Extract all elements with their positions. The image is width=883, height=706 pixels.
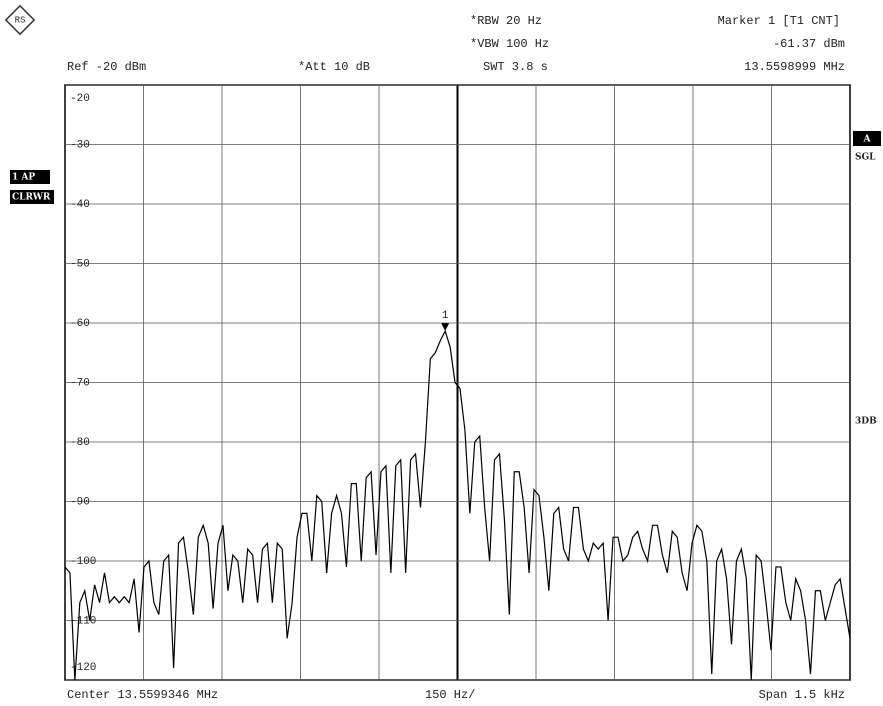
tag-box [10, 190, 54, 204]
trace-tag: 1 AP [12, 173, 35, 183]
y-tick-label: -20 [70, 93, 90, 105]
y-tick-label: -110 [70, 615, 96, 627]
tag-box [10, 170, 50, 184]
side-tag: SGL [855, 153, 876, 163]
y-tick-label: -80 [70, 437, 90, 449]
y-tick-label: -60 [70, 318, 90, 330]
marker-label: 1 [442, 310, 449, 322]
marker [441, 323, 450, 332]
svg-text:RS: RS [15, 15, 26, 25]
y-tick-label: -30 [70, 139, 90, 151]
marker-title: Marker 1 [T1 CNT] [718, 14, 840, 28]
vbw: *VBW 100 Hz [470, 37, 549, 51]
span: Span 1.5 kHz [759, 688, 845, 702]
y-tick-label: -70 [70, 377, 90, 389]
side-tag: 3DB [855, 417, 877, 427]
rbw: *RBW 20 Hz [470, 14, 542, 28]
center-frequency: Center 13.5599346 MHz [67, 688, 218, 702]
attenuation: *Att 10 dB [298, 60, 370, 74]
sweep-time: SWT 3.8 s [483, 60, 548, 74]
tag-box [853, 131, 881, 146]
y-tick-label: -50 [70, 258, 90, 270]
marker-frequency: 13.5598999 MHz [744, 60, 845, 74]
y-tick-label: -90 [70, 496, 90, 508]
marker-level: -61.37 dBm [773, 37, 845, 51]
trace-tag: CLRWR [12, 193, 51, 203]
side-tag: A [863, 135, 872, 145]
y-tick-label: -100 [70, 556, 96, 568]
per-division: 150 Hz/ [425, 688, 475, 702]
y-tick-label: -120 [70, 662, 96, 674]
y-tick-label: -40 [70, 199, 90, 211]
logo: RS [4, 4, 36, 36]
trace [64, 329, 851, 681]
ref-level: Ref -20 dBm [67, 60, 146, 74]
